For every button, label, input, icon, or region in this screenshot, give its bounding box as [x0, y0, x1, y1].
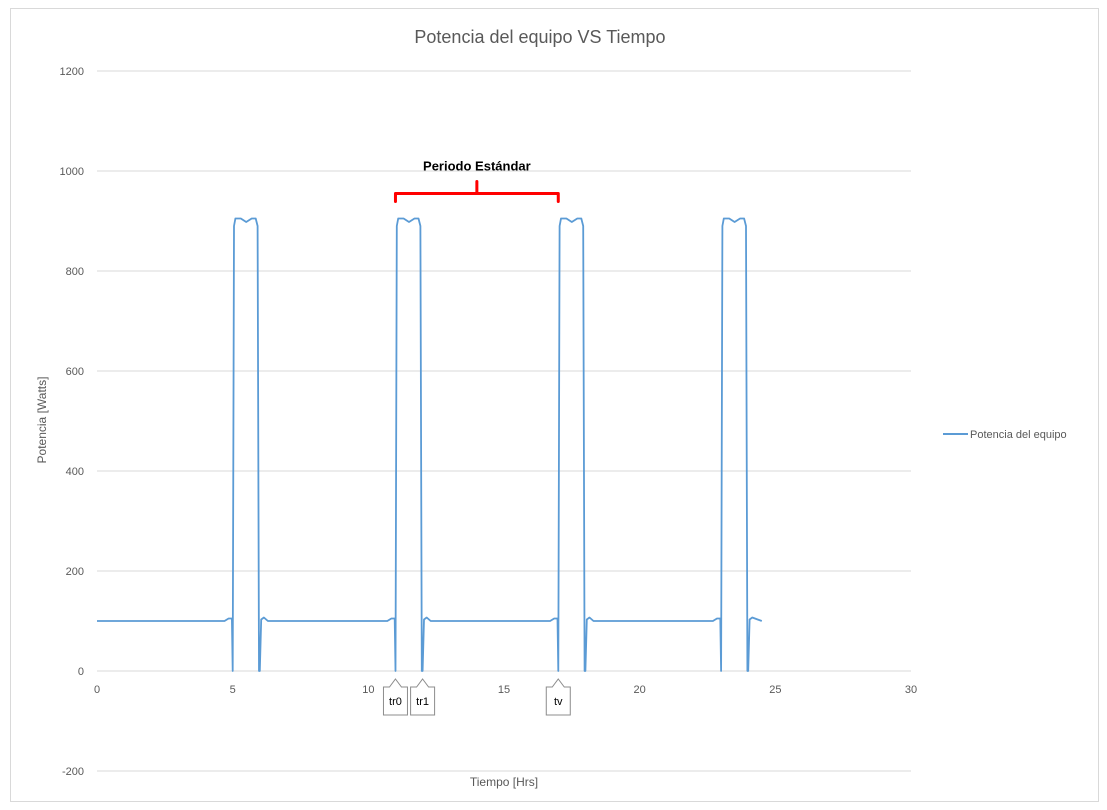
legend-entry: Potencia del equipo	[970, 429, 1067, 441]
callout-box-tr0	[382, 678, 408, 716]
series-group	[97, 217, 763, 672]
x-tick-label: 10	[362, 684, 374, 696]
time-callouts: tr0 tr1 tv	[382, 678, 571, 716]
x-tick-label: 5	[230, 684, 236, 696]
periodo-estandar-bracket: Periodo Estándar	[393, 159, 560, 203]
y-tick-label: 1000	[60, 166, 84, 178]
x-tick-label: 20	[634, 684, 646, 696]
callout-label-tv: tv	[554, 696, 563, 708]
callout-box-tv	[545, 678, 571, 716]
x-tick-label: 15	[498, 684, 510, 696]
chart-title: Potencia del equipo VS Tiempo	[414, 27, 665, 47]
callout-box-tr1	[410, 678, 436, 716]
series-line-0	[97, 217, 763, 672]
chart-frame	[10, 8, 1099, 802]
gridlines	[97, 70, 911, 772]
legend: Potencia del equipo	[943, 429, 1067, 441]
bracket-shape	[393, 180, 560, 203]
y-tick-label: 200	[66, 566, 84, 578]
y-tick-label: 400	[66, 466, 84, 478]
y-tick-label: 800	[66, 266, 84, 278]
x-tick-label: 30	[905, 684, 917, 696]
y-axis-label: Potencia [Watts]	[35, 377, 49, 464]
x-axis-label: Tiempo [Hrs]	[470, 775, 538, 789]
x-tick-labels: 0 5 10 15 20 25 30	[94, 684, 917, 696]
y-tick-label: 0	[78, 666, 84, 678]
callout-label-tr0: tr0	[389, 696, 402, 708]
x-tick-label: 0	[94, 684, 100, 696]
x-tick-label: 25	[769, 684, 781, 696]
y-tick-label: 600	[66, 366, 84, 378]
y-tick-label: 1200	[60, 66, 84, 78]
bracket-label: Periodo Estándar	[423, 159, 531, 174]
y-tick-label: -200	[62, 766, 84, 778]
callout-label-tr1: tr1	[416, 696, 429, 708]
y-tick-labels: -200 0 200 400 600 800 1000 1200	[60, 66, 84, 778]
